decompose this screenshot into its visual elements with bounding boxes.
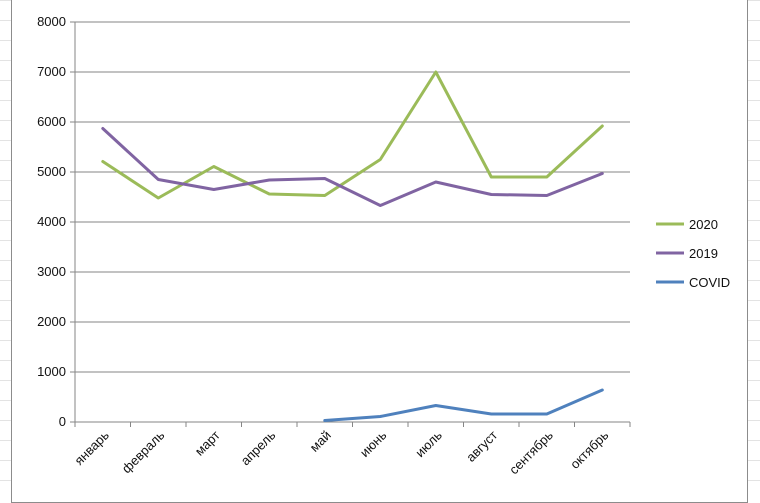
x-tick-label: август — [463, 427, 500, 464]
x-tick-label: октябрь — [567, 427, 611, 471]
gridlines — [75, 21, 630, 373]
y-tick-label: 5000 — [37, 164, 66, 179]
x-tick-label: февраль — [119, 427, 168, 476]
x-tick-label: март — [192, 427, 223, 458]
legend-label: 2019 — [689, 246, 718, 261]
y-tick-label: 7000 — [37, 64, 66, 79]
x-tick-label: январь — [71, 427, 112, 468]
series-line-2020[interactable] — [101, 70, 604, 200]
legend-label: 2020 — [689, 217, 718, 232]
y-tick-label: 0 — [59, 414, 66, 429]
x-tick-label: сентябрь — [506, 427, 556, 477]
y-tick-label: 3000 — [37, 264, 66, 279]
y-tick-label: 6000 — [37, 114, 66, 129]
x-tick-label: июнь — [357, 427, 390, 460]
x-axis-ticks: январь февраль март апрель май июнь июль август… — [71, 422, 631, 477]
series-line-covid[interactable] — [323, 388, 604, 422]
legend: 2020 2019 COVID — [656, 217, 730, 290]
series-lines — [101, 70, 604, 422]
x-tick-label: июль — [412, 427, 445, 460]
legend-label: COVID — [689, 275, 730, 290]
chart-frame[interactable] — [11, 0, 748, 503]
y-tick-label: 2000 — [37, 314, 66, 329]
y-tick-label: 4000 — [37, 214, 66, 229]
x-tick-label: май — [307, 428, 334, 455]
y-tick-label: 1000 — [37, 364, 66, 379]
x-tick-label: апрель — [238, 427, 279, 468]
y-axis-ticks: 0 1000 2000 3000 4000 5000 6000 7000 8000 — [37, 14, 75, 429]
series-line-2019[interactable] — [101, 127, 604, 207]
y-tick-label: 8000 — [37, 14, 66, 29]
